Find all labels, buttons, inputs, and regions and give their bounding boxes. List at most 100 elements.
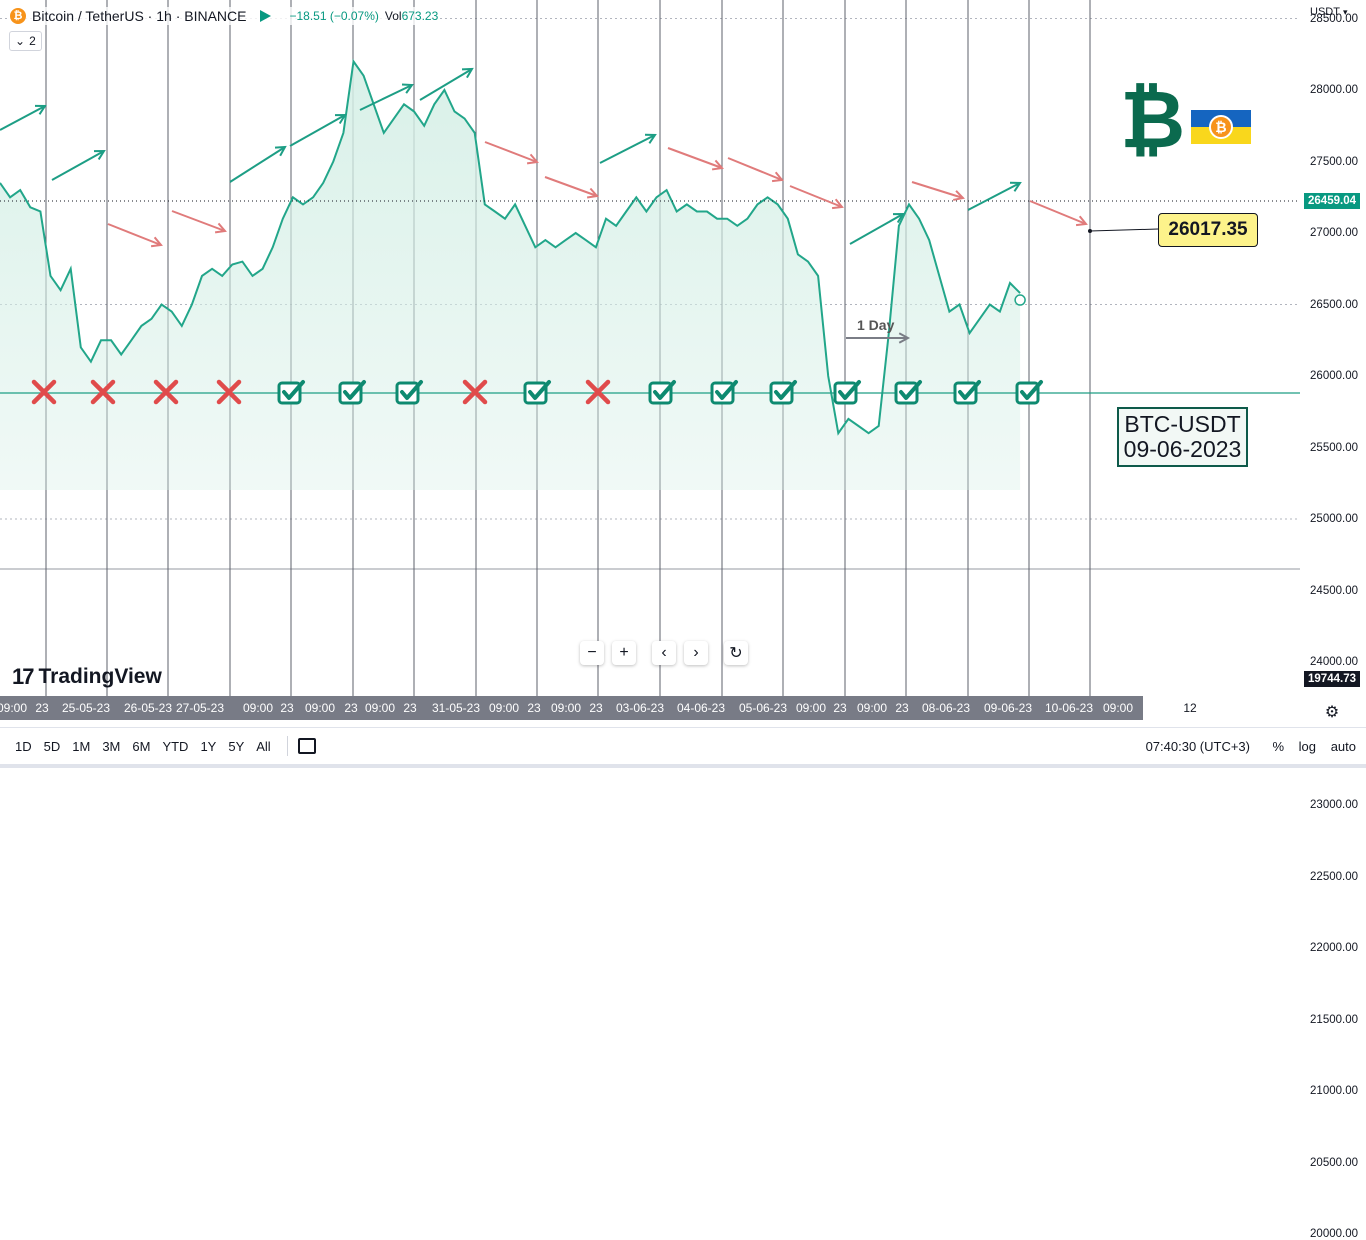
checkbox-icon <box>338 381 363 405</box>
downtrend-arrow-head <box>586 187 599 199</box>
price-label: 24000.00 <box>1310 656 1358 668</box>
cross-icon-stroke <box>585 379 611 405</box>
price-area-fill <box>0 61 1021 491</box>
price-label: 27500.00 <box>1310 155 1358 168</box>
price-change: −18.51 (−0.07%) <box>289 9 379 23</box>
check-mark-icon <box>528 380 551 400</box>
tradingview-wordmark: TradingView <box>38 665 162 688</box>
range-ytd-button[interactable]: YTD <box>162 738 189 754</box>
downtrend-arrow-head <box>150 236 163 248</box>
range-5y-button[interactable]: 5Y <box>228 738 245 754</box>
time-label: 09:00 <box>488 701 520 715</box>
check-mark-icon <box>774 380 797 400</box>
uptrend-arrow <box>599 134 656 164</box>
time-label: 09-06-23 <box>983 701 1033 715</box>
time-label: 10-06-23 <box>1044 701 1094 715</box>
price-chart[interactable] <box>0 0 1300 696</box>
check-mark-icon <box>715 380 738 400</box>
time-label: 23 <box>833 701 847 715</box>
auto-scale-toggle[interactable]: auto <box>1330 738 1356 754</box>
downtrend-arrow <box>911 181 964 199</box>
zoom-out-button[interactable]: − <box>580 641 604 665</box>
bitcoin-icon: ₿ <box>10 8 26 24</box>
time-label: 09:00 <box>242 701 274 715</box>
time-axis[interactable]: 09:00 23 25-05-23 26-05-23 27-05-23 09:00 23 09… <box>0 696 1143 720</box>
market-status-icon <box>260 10 272 22</box>
downtrend-arrow <box>789 185 843 208</box>
time-label: 23 <box>403 701 417 715</box>
cross-icon-stroke <box>462 379 488 405</box>
uptrend-arrow <box>359 84 413 111</box>
time-label: 09:00 <box>304 701 336 715</box>
gear-icon[interactable]: ⚙ <box>1324 704 1340 721</box>
price-line <box>0 58 1021 436</box>
check-mark-icon <box>838 380 861 400</box>
time-label: 27-05-23 <box>175 701 225 715</box>
range-6m-button[interactable]: 6M <box>132 738 151 754</box>
checkbox-icon <box>833 381 858 405</box>
scroll-left-button[interactable]: ‹ <box>652 641 676 665</box>
calendar-icon[interactable] <box>297 738 316 754</box>
check-mark-icon <box>958 380 981 400</box>
price-label: 27000.00 <box>1310 227 1358 239</box>
indicators-toggle[interactable]: ⌄ 2 <box>9 31 42 51</box>
range-1m-button[interactable]: 1M <box>72 738 91 754</box>
reset-chart-button[interactable]: ↻ <box>724 641 748 665</box>
price-label: 21500.00 <box>1310 1013 1358 1026</box>
uptrend-arrow <box>849 213 904 245</box>
checkbox-icon <box>769 381 794 405</box>
time-label: 26-05-23 <box>123 701 173 715</box>
time-label: 09:00 <box>0 701 28 715</box>
range-1d-button[interactable]: 1D <box>15 738 32 754</box>
time-label: 23 <box>35 701 49 715</box>
range-3m-button[interactable]: 3M <box>102 738 121 754</box>
price-label: 20500.00 <box>1310 1156 1358 1169</box>
range-all-button[interactable]: All <box>256 738 271 754</box>
checkbox-icon <box>648 381 673 405</box>
pair-date-box[interactable]: BTC-USDT 09-06-2023 <box>1117 407 1248 467</box>
uptrend-arrow-head <box>461 67 474 79</box>
time-label: 04-06-23 <box>676 701 726 715</box>
currency-selector[interactable]: USDT ▾ <box>1310 6 1347 18</box>
checkbox-icon <box>523 381 548 405</box>
uptrend-arrow <box>419 68 473 101</box>
price-label: 24500.00 <box>1310 584 1358 597</box>
check-mark-icon <box>1020 380 1043 400</box>
clock-readout[interactable]: 07:40:30 (UTC+3) <box>1145 738 1250 754</box>
time-label: 31-05-23 <box>431 701 481 715</box>
uptrend-arrow-head <box>644 133 657 144</box>
target-price-callout[interactable]: 26017.35 <box>1158 213 1258 247</box>
tradingview-logo[interactable]: 17 TradingView <box>12 664 162 690</box>
check-mark-icon <box>282 380 305 400</box>
uptrend-arrow <box>51 150 105 181</box>
crosshair-price-tag: 19744.73 <box>1304 671 1360 687</box>
chevron-down-icon: ▾ <box>1342 6 1348 17</box>
range-5d-button[interactable]: 5D <box>43 738 61 754</box>
downtrend-arrow <box>1029 200 1087 225</box>
price-label: 26500.00 <box>1310 298 1358 311</box>
price-scale[interactable]: USDT ▾ 26459.04 19744.73 28500.00 28000.0… <box>1300 0 1366 1240</box>
log-scale-toggle[interactable]: log <box>1298 738 1316 754</box>
checkbox-icon <box>1015 381 1040 405</box>
uptrend-arrow-head <box>892 212 905 224</box>
check-mark-icon <box>899 380 922 400</box>
last-point-marker <box>1014 294 1026 306</box>
cross-icon-stroke <box>31 379 57 405</box>
symbol-legend[interactable]: ₿ Bitcoin / TetherUS · 1h · BINANCE −18.… <box>8 7 441 25</box>
time-label: 23 <box>527 701 541 715</box>
zoom-in-button[interactable]: + <box>612 641 636 665</box>
symbol-name[interactable]: Bitcoin / TetherUS · 1h · BINANCE <box>32 8 247 24</box>
percent-scale-toggle[interactable]: % <box>1272 738 1284 754</box>
cross-icon-stroke <box>90 379 116 405</box>
time-axis-extension[interactable]: 12 <box>1143 696 1300 720</box>
chart-area[interactable] <box>0 0 1300 696</box>
uptrend-arrow-head <box>274 145 287 157</box>
cross-icon-stroke <box>216 379 242 405</box>
price-label: 28000.00 <box>1310 84 1358 96</box>
currency-label: USDT <box>1310 6 1340 18</box>
time-label-extra: 12 <box>1183 701 1197 715</box>
scroll-right-button[interactable]: › <box>684 641 708 665</box>
checkbox-icon <box>953 381 978 405</box>
range-1y-button[interactable]: 1Y <box>200 738 217 754</box>
uptrend-arrow-head <box>93 149 106 160</box>
